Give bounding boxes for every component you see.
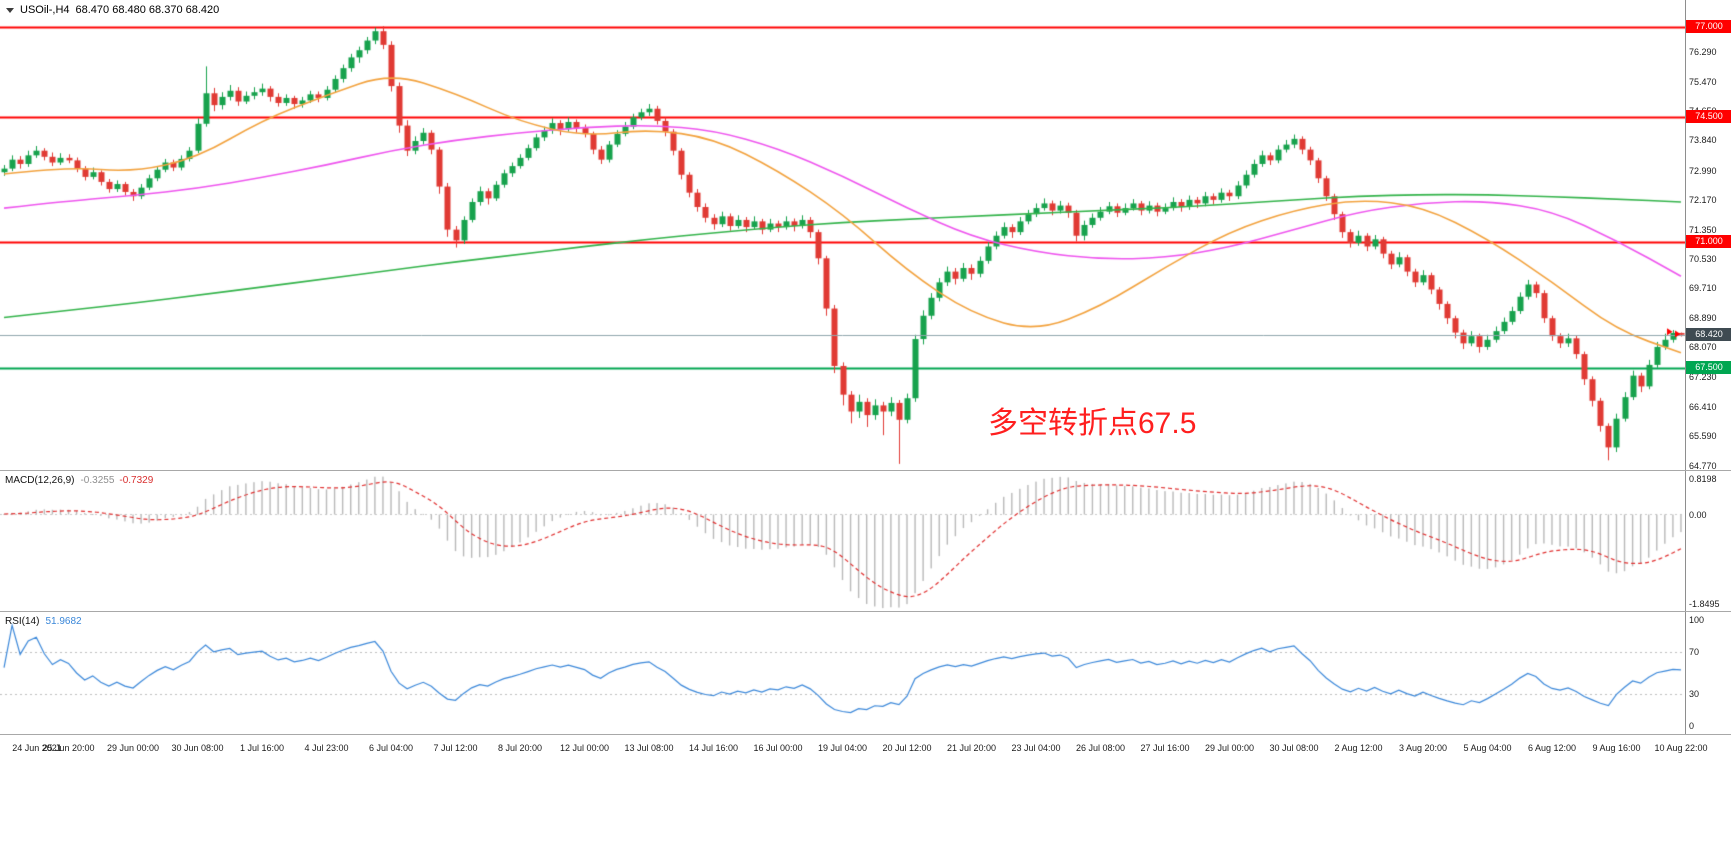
macd-scale-label: 0.00 [1689,509,1707,520]
time-tick-label: 21 Jul 20:00 [946,743,996,753]
hline-price-label: 67.500 [1686,360,1731,374]
time-tick-label: 4 Jul 23:00 [304,743,349,753]
symbol-timeframe-label: USOil-,H4 [20,4,70,16]
price-tick-label: 66.410 [1689,401,1717,412]
price-tick-label: 68.890 [1689,312,1717,323]
rsi-indicator-label: RSI(14) 51.9682 [5,616,82,627]
time-tick-label: 3 Aug 20:00 [1398,743,1447,753]
price-tick-label: 70.530 [1689,254,1717,265]
time-tick-label: 12 Jul 00:00 [559,743,610,753]
macd-main-value: -0.3255 [80,475,115,486]
time-tick-label: 25 Jun 20:00 [42,743,95,753]
time-tick-label: 1 Jul 16:00 [239,743,285,753]
rsi-scale-label: 0 [1689,721,1695,731]
rsi-value: 51.9682 [45,616,82,627]
ohlc-values-label: 68.470 68.480 68.370 68.420 [75,4,220,16]
time-tick-label: 7 Jul 12:00 [433,743,478,753]
price-tick-label: 68.070 [1689,342,1717,353]
time-tick-label: 30 Jul 08:00 [1269,743,1319,753]
hline-price-label: 74.500 [1686,109,1731,123]
rsi-scale-label: 100 [1689,615,1705,625]
time-tick-label: 29 Jun 00:00 [106,743,160,753]
panel-separator[interactable] [0,734,1731,735]
macd-scale-label: -1.8495 [1689,599,1720,609]
time-tick-label: 8 Jul 20:00 [497,743,543,753]
price-tick-label: 64.770 [1689,460,1717,471]
time-tick-label: 2 Aug 12:00 [1334,743,1383,753]
rsi-scale-label: 70 [1689,646,1700,657]
time-tick-label: 26 Jul 08:00 [1075,743,1125,753]
time-tick-label: 29 Jul 00:00 [1204,743,1254,753]
time-tick-label: 9 Aug 16:00 [1592,743,1641,753]
panel-separator[interactable] [0,611,1731,612]
price-tick-label: 67.230 [1689,372,1717,383]
macd-name-label: MACD(12,26,9) [5,475,75,486]
time-tick-label: 10 Aug 22:00 [1654,743,1708,753]
symbol-dropdown-icon[interactable] [6,7,14,13]
chart-annotation-text[interactable]: 多空转折点67.5 [988,407,1197,440]
time-tick-label: 5 Aug 04:00 [1463,743,1512,753]
time-tick-label: 20 Jul 12:00 [882,743,932,753]
time-tick-label: 27 Jul 16:00 [1140,743,1190,753]
price-tick-label: 72.170 [1689,195,1717,206]
current-price-label: 68.420 [1686,327,1731,341]
time-tick-label: 6 Jul 04:00 [368,743,414,753]
price-axis[interactable]: 76.29075.47074.65073.84072.99072.17071.3… [1685,0,1731,734]
time-tick-label: 24 Jun 2021 [12,743,62,753]
time-axis[interactable]: 24 Jun 2021 25 Jun 20:00 29 Jun 00:00 30 Ju… [0,734,1731,762]
time-tick-label: 30 Jun 08:00 [171,743,224,753]
time-tick-label: 13 Jul 08:00 [624,743,674,753]
price-chart-canvas[interactable] [0,0,1685,470]
rsi-chart-canvas[interactable] [0,612,1685,734]
time-tick-label: 6 Aug 12:00 [1527,743,1576,753]
price-tick-label: 65.590 [1689,431,1717,442]
price-tick-label: 73.840 [1689,135,1717,146]
panel-separator[interactable] [0,470,1731,471]
price-tick-label: 76.290 [1689,47,1717,58]
price-tick-label: 75.470 [1689,76,1717,87]
time-tick-label: 23 Jul 04:00 [1011,743,1061,753]
price-tick-label: 72.990 [1689,165,1717,176]
price-tick-label: 69.710 [1689,283,1717,294]
time-tick-label: 14 Jul 16:00 [688,743,739,753]
rsi-scale-label: 30 [1689,689,1700,700]
macd-scale-label: 0.8198 [1689,474,1717,484]
macd-indicator-label: MACD(12,26,9) -0.3255 -0.7329 [5,475,153,486]
chart-title: USOil-,H4 68.470 68.480 68.370 68.420 [6,4,219,16]
time-tick-label: 19 Jul 04:00 [817,743,868,753]
macd-signal-value: -0.7329 [119,475,154,486]
macd-chart-canvas[interactable] [0,471,1685,611]
hline-price-label: 71.000 [1686,235,1731,249]
rsi-name-label: RSI(14) [5,616,40,627]
hline-price-label: 77.000 [1686,19,1731,33]
price-tick-label: 71.350 [1689,224,1717,235]
time-tick-label: 16 Jul 00:00 [753,743,803,753]
